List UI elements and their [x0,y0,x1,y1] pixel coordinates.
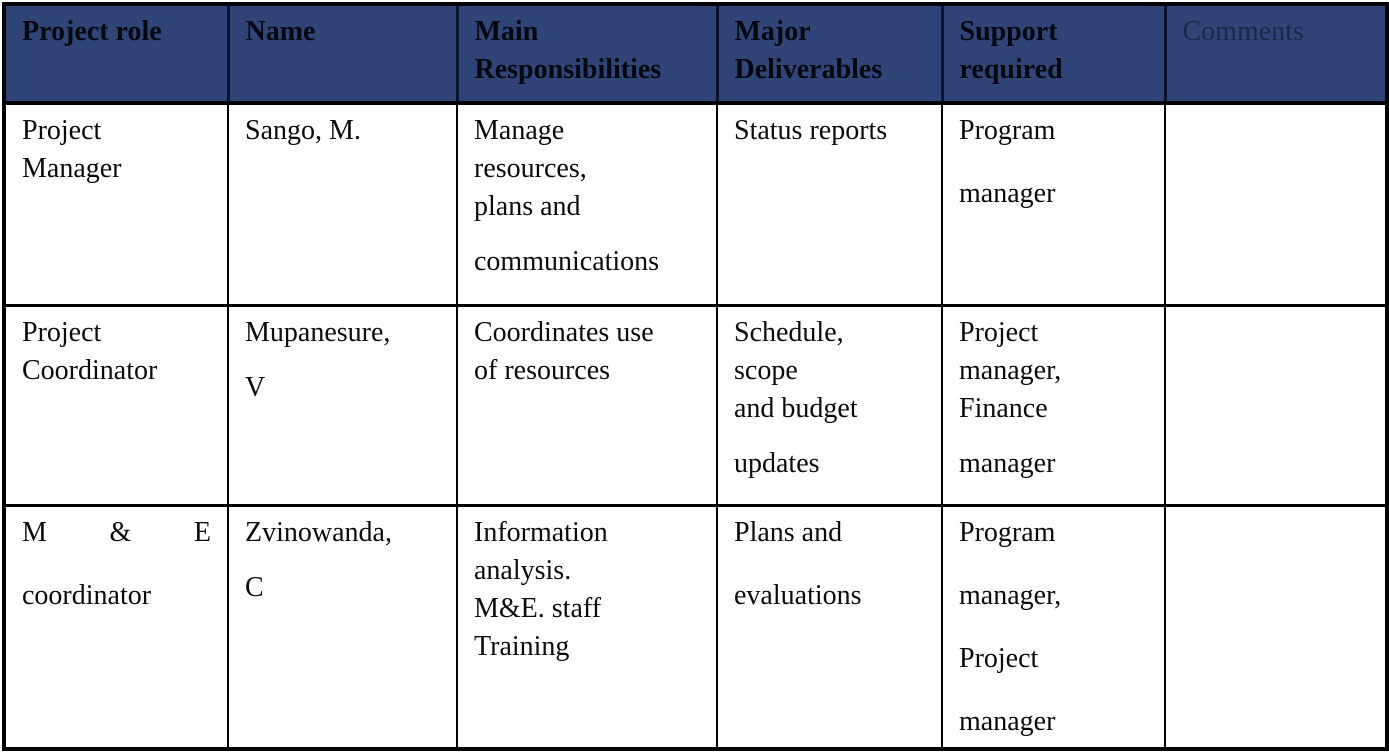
cell-line: plans and [474,191,581,222]
cell-line: manager [959,705,1056,737]
cell-line: resources, [474,153,587,184]
header-support-required: Support required [940,4,1167,103]
cell-name: Zvinowanda, C [227,504,458,750]
cell-line: M & E [22,516,211,548]
cell-support-required: Program manager, Project manager [941,504,1166,750]
cell-line: Program [959,115,1056,146]
header-project-role: Project role [2,4,230,103]
cell-name: Mupanesure, V [227,304,458,506]
cell-main-responsibilities: Information analysis. M&E. staff Trainin… [456,504,718,750]
cell-name: Sango, M. [227,102,458,306]
cell-line: Manager [22,153,122,184]
cell-major-deliverables: Plans and evaluations [716,504,943,750]
cell-line: evaluations [734,579,862,611]
cell-line: Training [474,630,570,662]
cell-line: manager [959,447,1056,479]
cell-main-responsibilities: Coordinates use of resources [456,304,718,506]
cell-line: Project [22,115,102,146]
cell-line: Program [959,516,1056,548]
cell-line: Project [22,316,102,348]
cell-line: scope [734,354,798,386]
header-main-responsibilities: Main Responsibilities [455,4,719,103]
cell-line: Mupanesure, [245,316,391,348]
cell-line: M&E. staff [474,592,602,624]
cell-line: Plans and [734,516,843,548]
table-row: Project Manager Sango, M. Manage resourc… [3,102,1388,306]
table-body: Project Manager Sango, M. Manage resourc… [3,102,1388,750]
table-row: Project Coordinator Mupanesure, V Coordi… [3,304,1388,506]
cell-comments [1164,504,1388,750]
cell-comments [1164,102,1388,306]
cell-main-responsibilities: Manage resources, plans and communicatio… [456,102,718,306]
cell-line: manager, [959,579,1062,611]
cell-line: Schedule, [734,316,844,348]
cell-line: Finance [959,392,1048,424]
cell-line: V [245,371,266,403]
cell-line: manager, [959,354,1062,386]
cell-project-role: Project Manager [3,102,229,306]
table-header: Project role Name Main Responsibilities … [2,4,1389,103]
cell-line: Information [474,516,608,548]
cell-line: coordinator [22,579,152,611]
header-row: Project role Name Main Responsibilities … [2,4,1389,103]
cell-line: manager [959,178,1056,209]
header-name: Name [226,4,459,103]
cell-line: Project [959,642,1039,674]
cell-line: updates [734,447,820,479]
cell-line: Status reports [734,115,888,146]
table-row: M & E coordinator Zvinowanda, C Informat… [3,504,1388,750]
cell-support-required: Program manager [941,102,1166,306]
cell-major-deliverables: Schedule, scope and budget updates [716,304,943,506]
cell-major-deliverables: Status reports [716,102,943,306]
cell-line: Coordinator [22,354,158,386]
cell-line: communications [474,246,660,277]
cell-line: Sango, M. [245,115,361,146]
cell-project-role: M & E coordinator [3,504,229,750]
cell-line: Zvinowanda, [245,516,392,548]
cell-line: of resources [474,354,611,386]
cell-line: Coordinates use [474,316,654,348]
cell-line: Project [959,316,1039,348]
header-major-deliverables: Major Deliverables [715,4,944,103]
cell-support-required: Project manager, Finance manager [941,304,1166,506]
cell-line: C [245,571,264,603]
cell-project-role: Project Coordinator [3,304,229,506]
cell-line: Manage [474,115,565,146]
header-comments: Comments [1163,4,1389,103]
cell-line: analysis. [474,554,572,586]
cell-line: and budget [734,392,858,424]
cell-comments [1164,304,1388,506]
